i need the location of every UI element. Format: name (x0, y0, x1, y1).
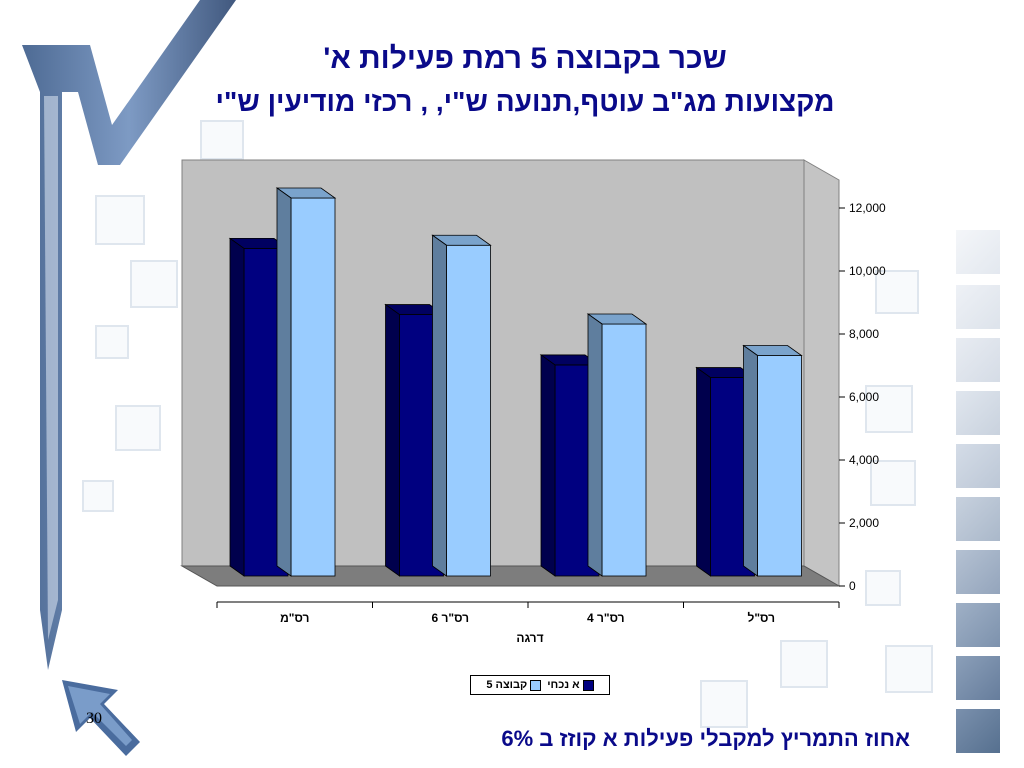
y-tick-label: 6,000 (849, 390, 879, 404)
decor-square (115, 405, 161, 451)
swoosh-decoration (22, 0, 236, 756)
decor-square (700, 680, 748, 728)
y-tick-label: 0 (849, 579, 856, 593)
decor-square (200, 120, 244, 160)
decor-square (95, 325, 129, 359)
y-tick-label: 4,000 (849, 453, 879, 467)
chart-legend: א נכחי קבוצה 5 (470, 675, 610, 695)
decor-tile (956, 603, 1000, 647)
decor-tile (956, 338, 1000, 382)
bar-side (229, 237, 245, 577)
decor-square (130, 260, 178, 308)
x-tick-label: רס"ר 6 (431, 611, 469, 625)
bar-side (385, 303, 400, 577)
bar-side (696, 366, 711, 577)
y-tick-label: 2,000 (849, 516, 879, 530)
decor-tile (956, 709, 1000, 753)
legend-label: א נכחי (547, 679, 580, 691)
legend-swatch-dark (582, 679, 594, 691)
y-tick-label: 10,000 (849, 264, 886, 278)
decor-tile (956, 656, 1000, 700)
x-tick-label: רס"ר 4 (587, 611, 625, 625)
decor-tile (956, 230, 1000, 274)
bar-front (290, 197, 336, 577)
decor-tile (956, 550, 1000, 594)
slide-title: שכר בקבוצה 5 רמת פעילות א' (323, 42, 727, 75)
decor-square (870, 460, 916, 506)
decor-square (780, 640, 828, 688)
legend-item: א נכחי (547, 679, 594, 691)
decor-tile (956, 497, 1000, 541)
y-tick-label: 8,000 (849, 327, 879, 341)
bar-side (743, 344, 758, 577)
decor-square (82, 480, 114, 512)
slide-number: 30 (86, 710, 102, 727)
legend-label: קבוצה 5 (486, 679, 528, 691)
decor-square (865, 570, 901, 606)
bar-side (276, 187, 292, 577)
x-axis-title: דרגה (516, 631, 543, 645)
slide-subtitle: מקצועות מג"ב עוטף,תנועה ש"י, , רכזי מודי… (215, 86, 835, 117)
bar-front (601, 323, 647, 577)
x-tick-label: רס"ל (748, 611, 776, 625)
decor-square (875, 270, 919, 314)
decor-square (865, 385, 913, 433)
decor-tile (956, 285, 1000, 329)
legend-item: קבוצה 5 (486, 679, 542, 691)
y-tick-label: 12,000 (849, 201, 886, 215)
bar-front (446, 244, 491, 577)
bar-side (432, 234, 447, 577)
footnote: אחוז התמריץ למקבלי פעילות א קוזז ב 6% (501, 726, 910, 751)
plot-side-wall (803, 159, 840, 587)
decor-tile (956, 444, 1000, 488)
legend-swatch-light (530, 679, 542, 691)
bar-front (757, 355, 802, 577)
bar-side (540, 354, 556, 577)
bar-chart: 0 2,000 4,000 6,000 8,000 10,000 12,000 רס"מ רס"… (180, 159, 886, 645)
decor-tile (956, 391, 1000, 435)
bar-side (587, 313, 603, 577)
x-tick-label: רס"מ (280, 611, 309, 625)
decor-square (885, 645, 933, 693)
decor-square (95, 195, 145, 245)
